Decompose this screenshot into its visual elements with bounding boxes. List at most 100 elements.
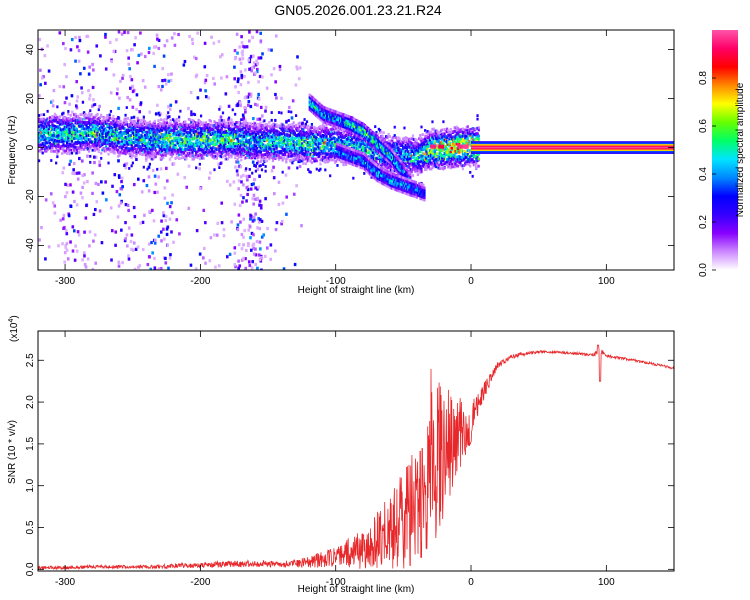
spectrogram-tone-cell bbox=[234, 152, 237, 156]
spectrogram-tone-cell bbox=[191, 129, 194, 132]
spectrogram-tone-cell bbox=[63, 134, 66, 137]
spectrogram-tone-cell bbox=[279, 141, 282, 145]
spectrogram-tone-cell bbox=[119, 120, 122, 124]
spectrogram-tone-cell bbox=[70, 151, 74, 155]
spectrogram-tone-cell bbox=[330, 155, 333, 159]
spectrogram-tone-cell bbox=[181, 127, 184, 131]
spectrogram-tone-cell bbox=[128, 123, 131, 127]
spectrogram-tone-cell bbox=[259, 124, 262, 128]
spectrogram-tone-cell bbox=[320, 126, 323, 130]
spectrogram-noise-cell bbox=[40, 76, 44, 80]
spectrogram-tone-cell bbox=[152, 144, 155, 148]
spectrogram-tone-cell bbox=[391, 138, 394, 142]
spectrogram-tone-cell bbox=[302, 148, 305, 152]
spectrogram-tone-cell bbox=[220, 151, 223, 154]
spectrogram-tone-cell bbox=[215, 148, 219, 152]
spectrogram-tone-cell bbox=[79, 147, 82, 151]
spectrogram-tone-cell bbox=[131, 131, 134, 135]
spectrogram-noise-cell bbox=[136, 177, 140, 181]
spectrogram-tone-cell bbox=[397, 136, 400, 140]
spectrogram-tone-cell bbox=[280, 145, 283, 149]
spectrogram-tone-cell bbox=[214, 130, 217, 134]
spectrogram-noise-cell bbox=[257, 56, 261, 60]
spectrogram-tone-cell bbox=[237, 125, 240, 129]
spectrogram-tone-cell bbox=[279, 156, 282, 159]
spectrogram-noise-cell bbox=[80, 159, 84, 163]
spectrogram-tone-cell bbox=[224, 138, 227, 141]
spectrogram-noise-cell bbox=[258, 218, 262, 222]
spectrogram-tone-cell bbox=[393, 148, 396, 152]
spectrogram-tone-cell bbox=[151, 123, 154, 127]
spectrogram-tone-cell bbox=[69, 150, 72, 154]
spectrogram-tone-cell bbox=[417, 146, 421, 150]
spectrogram-tone-cell bbox=[162, 140, 165, 144]
spectrogram-tone-cell bbox=[68, 163, 71, 166]
spectrogram-tone-cell bbox=[97, 150, 100, 154]
spectrogram-noise-cell bbox=[298, 66, 302, 70]
spectrogram-tone-cell bbox=[94, 125, 97, 128]
spectrogram-tone-cell bbox=[326, 128, 329, 132]
spectrogram-tone-cell bbox=[185, 138, 188, 142]
spectrogram-tone-cell bbox=[269, 130, 272, 133]
spectrogram-tone-cell bbox=[52, 138, 55, 142]
spectrogram-noise-cell bbox=[65, 242, 69, 246]
spectrogram-noise-cell bbox=[161, 67, 165, 71]
spectrogram-tone-cell bbox=[64, 136, 67, 140]
spectrogram-tone-cell bbox=[141, 144, 144, 148]
spectrogram-tone-cell bbox=[180, 124, 183, 128]
spectrogram-noise-cell bbox=[237, 259, 240, 263]
spectrogram-tone-cell bbox=[192, 112, 195, 116]
spectrogram-tone-cell bbox=[420, 125, 423, 129]
spectrogram-tone-cell bbox=[39, 149, 42, 152]
spectrogram-tone-cell bbox=[181, 148, 184, 152]
spectrogram-tone-cell bbox=[297, 157, 300, 161]
spectrogram-noise-cell bbox=[275, 221, 279, 225]
spectrogram-tone-cell bbox=[249, 133, 253, 136]
spectrogram-tone-cell bbox=[163, 148, 166, 152]
spectrogram-noise-cell bbox=[252, 215, 256, 219]
spectrogram-tone-cell bbox=[45, 149, 48, 153]
spectrogram-tone-cell bbox=[167, 115, 170, 119]
spectrogram-tone-cell bbox=[259, 160, 262, 163]
spectrogram-tone-cell bbox=[424, 148, 427, 152]
spectrogram-tone-cell bbox=[381, 134, 384, 138]
spectrogram-tone-cell bbox=[241, 123, 244, 127]
spectrogram-tone-cell bbox=[42, 133, 46, 137]
spectrogram-tone-cell bbox=[171, 142, 175, 146]
spectrogram-tone-cell bbox=[427, 141, 430, 144]
spectrogram-tone-cell bbox=[115, 117, 119, 121]
spectrogram-tone-cell bbox=[414, 137, 417, 141]
spectrogram-tone-cell bbox=[171, 152, 175, 156]
spectrogram-tone-cell bbox=[109, 121, 113, 125]
spectrogram-noise-cell bbox=[213, 233, 216, 237]
spectrogram-tone-cell bbox=[415, 168, 418, 172]
spectrogram-tone-cell bbox=[192, 142, 195, 146]
spectrogram-tone-cell bbox=[398, 155, 401, 158]
spectrogram-tone-cell bbox=[409, 162, 412, 166]
spectrogram-tone-cell bbox=[179, 143, 182, 147]
spectrogram-tone-cell bbox=[271, 159, 275, 163]
spectrogram-noise-cell bbox=[62, 213, 66, 218]
spectrogram-noise-cell bbox=[170, 72, 173, 76]
spectrogram-noise-cell bbox=[87, 89, 90, 93]
spectrogram-tone-cell bbox=[277, 156, 281, 159]
spectrogram-noise-cell bbox=[257, 217, 260, 221]
spectrogram-tone-cell bbox=[274, 135, 277, 139]
spectrogram-tone-cell bbox=[61, 128, 64, 132]
spectrogram-tone-cell bbox=[153, 147, 156, 151]
spectrogram-tone-cell bbox=[118, 150, 121, 154]
spectrogram-tone-cell bbox=[302, 138, 305, 142]
spectrogram-noise-cell bbox=[164, 214, 168, 219]
spectrogram-noise-cell bbox=[65, 75, 68, 79]
spectrogram-tone-cell bbox=[139, 151, 142, 155]
spectrogram-noise-cell bbox=[94, 181, 98, 186]
spectrogram-tone-cell bbox=[235, 153, 238, 157]
spectrogram-tone-cell bbox=[262, 138, 265, 141]
spectrogram-tone-cell bbox=[281, 126, 284, 130]
spectrogram-tone-cell bbox=[231, 138, 234, 142]
spectrogram-tone-cell bbox=[305, 156, 309, 159]
spectrogram-tone-cell bbox=[383, 166, 387, 169]
spectrogram-tone-cell bbox=[248, 132, 251, 136]
spectrogram-tone-cell bbox=[275, 136, 278, 140]
spectrogram-tone-cell bbox=[260, 127, 264, 131]
